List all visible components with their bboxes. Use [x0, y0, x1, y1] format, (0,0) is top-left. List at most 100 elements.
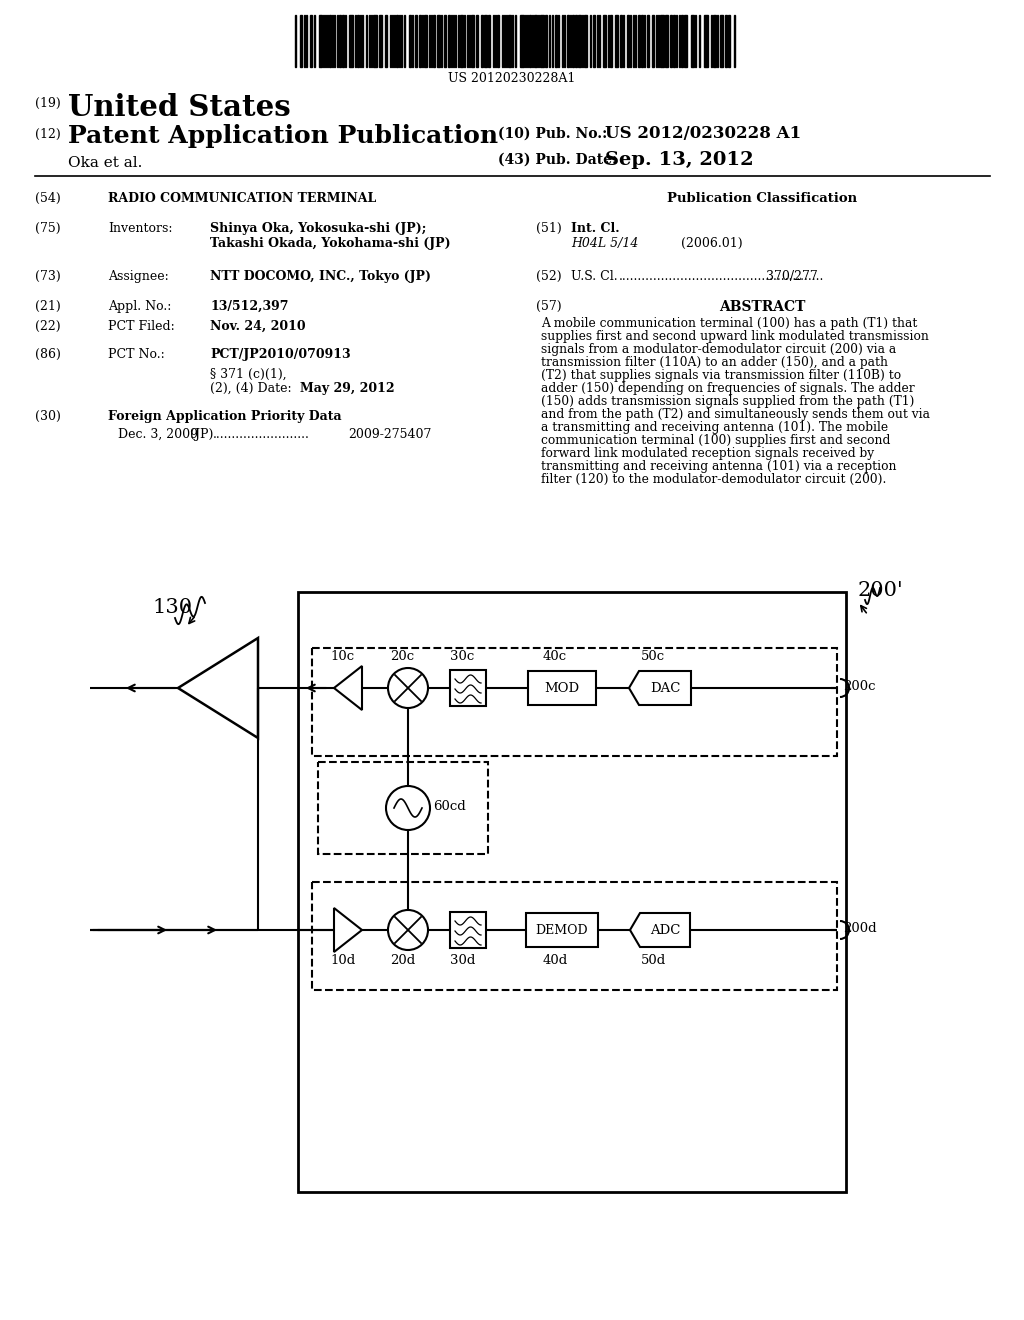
Bar: [526, 913, 598, 946]
Text: (51): (51): [536, 222, 562, 235]
Polygon shape: [629, 671, 691, 705]
Bar: [615, 15, 618, 67]
Bar: [409, 15, 411, 67]
Text: PCT Filed:: PCT Filed:: [108, 319, 175, 333]
Text: 13/512,397: 13/512,397: [210, 300, 289, 313]
Text: transmission filter (110A) to an adder (150), and a path: transmission filter (110A) to an adder (…: [541, 356, 888, 370]
Bar: [610, 15, 612, 67]
Bar: [534, 15, 537, 67]
Bar: [520, 15, 524, 67]
Bar: [329, 15, 331, 67]
Text: (52): (52): [536, 271, 561, 282]
Text: 30d: 30d: [450, 954, 475, 968]
Text: Assignee:: Assignee:: [108, 271, 169, 282]
Bar: [319, 15, 322, 67]
Text: supplies first and second upward link modulated transmission: supplies first and second upward link mo…: [541, 330, 929, 343]
Text: 370/277: 370/277: [766, 271, 818, 282]
Text: .....................................................: ........................................…: [618, 271, 824, 282]
Text: Patent Application Publication: Patent Application Publication: [68, 124, 498, 148]
Text: 10c: 10c: [330, 649, 354, 663]
Bar: [681, 15, 683, 67]
Text: 20c: 20c: [390, 649, 414, 663]
Text: Shinya Oka, Yokosuka-shi (JP);: Shinya Oka, Yokosuka-shi (JP);: [210, 222, 426, 235]
Bar: [310, 15, 312, 67]
Bar: [396, 15, 398, 67]
Text: (19): (19): [35, 96, 60, 110]
Text: 40c: 40c: [543, 649, 567, 663]
Text: transmitting and receiving antenna (101) via a reception: transmitting and receiving antenna (101)…: [541, 459, 896, 473]
Text: (150) adds transmission signals supplied from the path (T1): (150) adds transmission signals supplied…: [541, 395, 914, 408]
Text: (86): (86): [35, 348, 60, 360]
Text: (73): (73): [35, 271, 60, 282]
Bar: [584, 15, 587, 67]
Text: U.S. Cl.: U.S. Cl.: [571, 271, 617, 282]
Text: 10d: 10d: [330, 954, 355, 968]
Bar: [540, 15, 544, 67]
Text: and from the path (T2) and simultaneously sends them out via: and from the path (T2) and simultaneousl…: [541, 408, 930, 421]
Text: Dec. 3, 2009: Dec. 3, 2009: [118, 428, 198, 441]
Bar: [450, 671, 486, 706]
Bar: [691, 15, 694, 67]
Text: Sep. 13, 2012: Sep. 13, 2012: [605, 150, 754, 169]
Bar: [567, 15, 569, 67]
Text: 130: 130: [152, 598, 193, 616]
Bar: [673, 15, 675, 67]
Text: (22): (22): [35, 319, 60, 333]
Bar: [342, 15, 344, 67]
Text: Publication Classification: Publication Classification: [667, 191, 857, 205]
Text: (12): (12): [35, 128, 60, 141]
Bar: [725, 15, 727, 67]
Bar: [312, 648, 837, 756]
Text: RADIO COMMUNICATION TERMINAL: RADIO COMMUNICATION TERMINAL: [108, 191, 376, 205]
Bar: [437, 15, 440, 67]
Text: (2), (4) Date:: (2), (4) Date:: [210, 381, 292, 395]
Bar: [471, 15, 474, 67]
Text: signals from a modulator-demodulator circuit (200) via a: signals from a modulator-demodulator cir…: [541, 343, 896, 356]
Bar: [660, 15, 664, 67]
Bar: [652, 15, 654, 67]
Bar: [705, 15, 708, 67]
Bar: [578, 15, 581, 67]
Text: Foreign Application Priority Data: Foreign Application Priority Data: [108, 411, 342, 422]
Bar: [449, 15, 450, 67]
Text: (30): (30): [35, 411, 60, 422]
Polygon shape: [630, 913, 690, 946]
Text: 2009-275407: 2009-275407: [348, 428, 431, 441]
Text: PCT No.:: PCT No.:: [108, 348, 165, 360]
Bar: [419, 15, 421, 67]
Bar: [529, 15, 531, 67]
Bar: [433, 15, 435, 67]
Text: Int. Cl.: Int. Cl.: [571, 222, 620, 235]
Bar: [713, 15, 716, 67]
Bar: [300, 15, 302, 67]
Text: communication terminal (100) supplies first and second: communication terminal (100) supplies fi…: [541, 434, 891, 447]
Text: 50d: 50d: [641, 954, 667, 968]
Text: A mobile communication terminal (100) has a path (T1) that: A mobile communication terminal (100) ha…: [541, 317, 918, 330]
Text: forward link modulated reception signals received by: forward link modulated reception signals…: [541, 447, 874, 459]
Text: 30c: 30c: [450, 649, 474, 663]
Bar: [528, 671, 596, 705]
Text: 200': 200': [858, 581, 904, 601]
Text: a transmitting and receiving antenna (101). The mobile: a transmitting and receiving antenna (10…: [541, 421, 888, 434]
Text: 60cd: 60cd: [433, 800, 466, 813]
Text: Oka et al.: Oka et al.: [68, 156, 142, 170]
Text: DEMOD: DEMOD: [536, 924, 589, 936]
Text: filter (120) to the modulator-demodulator circuit (200).: filter (120) to the modulator-demodulato…: [541, 473, 887, 486]
Bar: [481, 15, 483, 67]
Text: Inventors:: Inventors:: [108, 222, 172, 235]
Bar: [460, 15, 463, 67]
Text: ABSTRACT: ABSTRACT: [719, 300, 805, 314]
Text: H04L 5/14: H04L 5/14: [571, 238, 638, 249]
Bar: [373, 15, 377, 67]
Text: 200c: 200c: [843, 680, 876, 693]
Text: PCT/JP2010/070913: PCT/JP2010/070913: [210, 348, 350, 360]
Text: DAC: DAC: [650, 681, 680, 694]
Text: .........................: .........................: [213, 428, 310, 441]
Bar: [603, 15, 606, 67]
Bar: [670, 15, 672, 67]
Bar: [575, 15, 577, 67]
Bar: [684, 15, 687, 67]
Text: (21): (21): [35, 300, 60, 313]
Text: (2006.01): (2006.01): [681, 238, 742, 249]
Text: 40d: 40d: [543, 954, 568, 968]
